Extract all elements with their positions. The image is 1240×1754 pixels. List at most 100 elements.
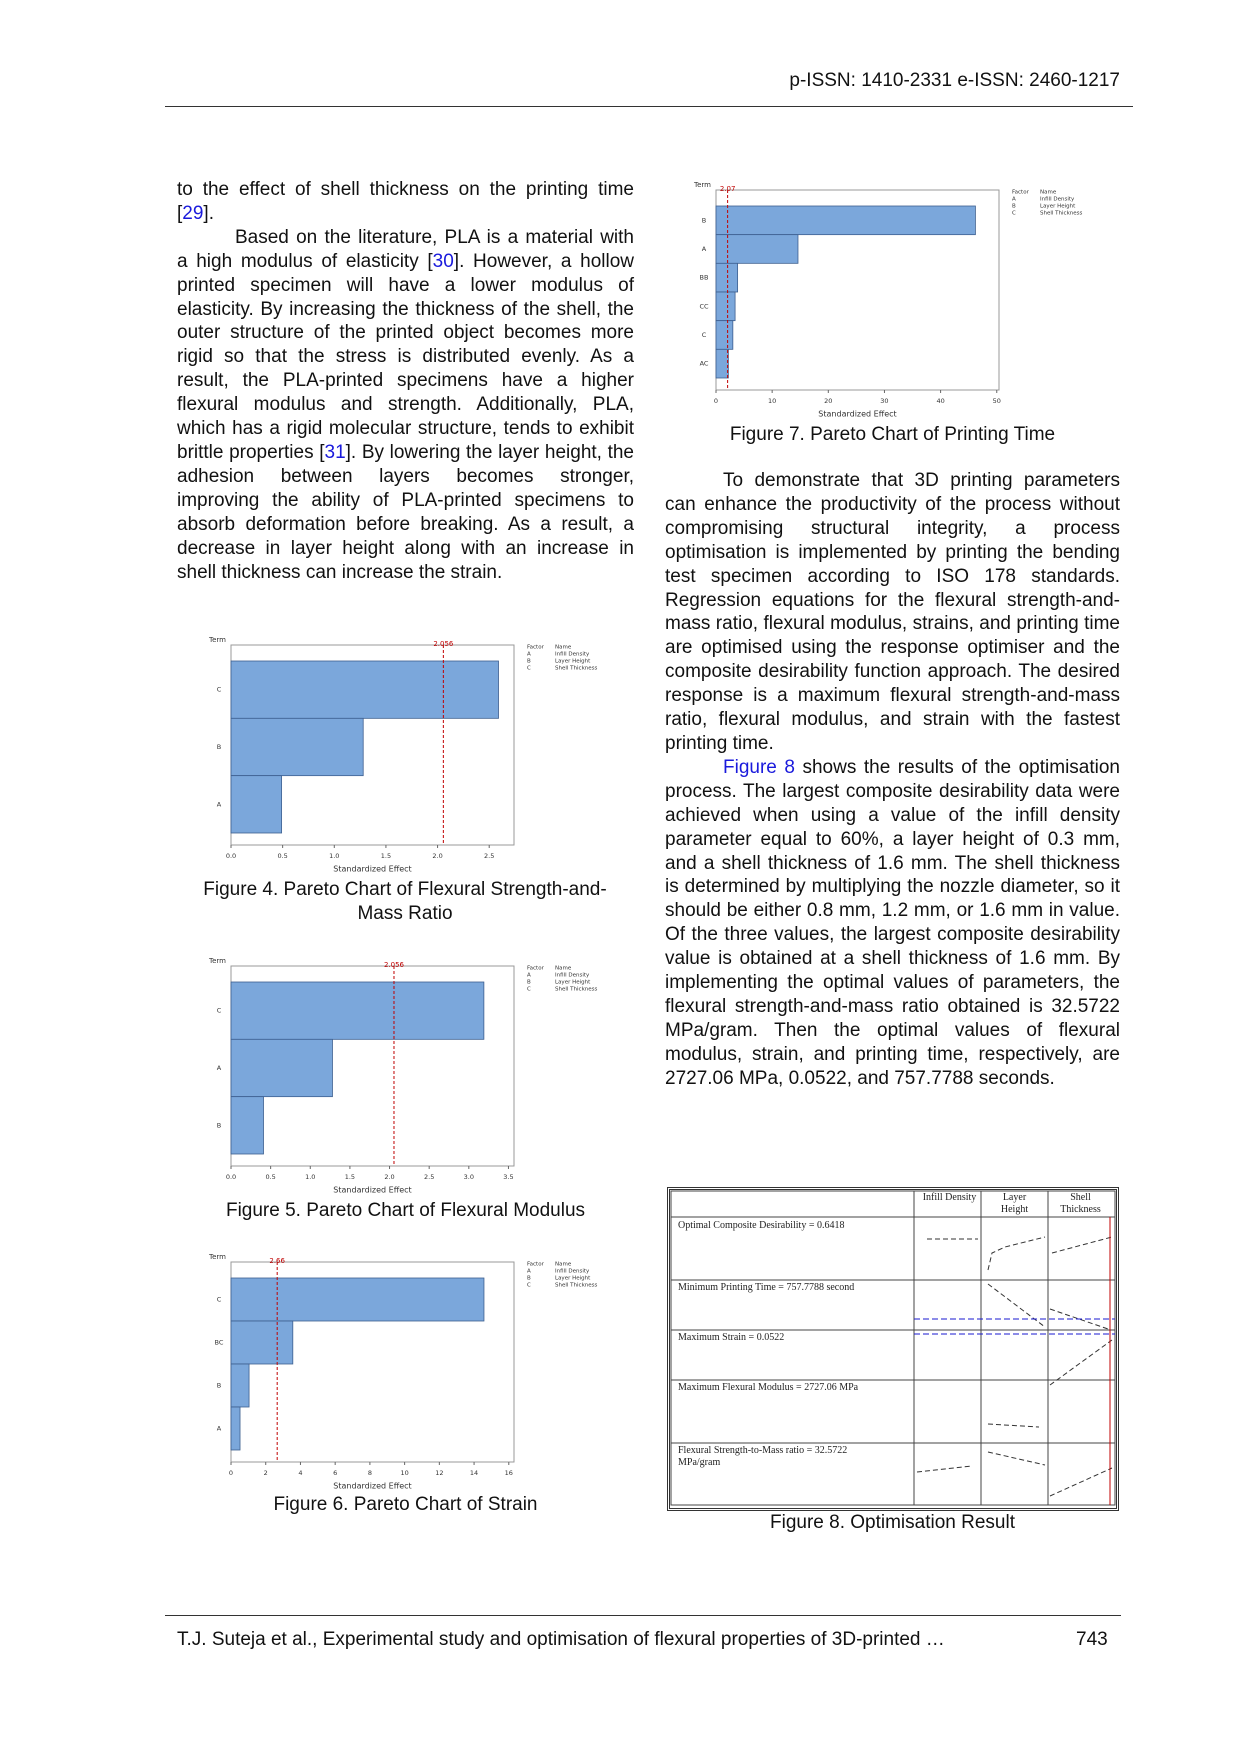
category-label: C — [217, 1296, 222, 1304]
row-label: Optimal Composite Desirability = 0.6418 — [678, 1220, 845, 1231]
category-label: A — [217, 1425, 222, 1433]
paragraph: Figure 8 shows the results of the optimi… — [665, 756, 1120, 1091]
column-header: Shell Thickness — [1060, 1192, 1101, 1215]
figure-caption: Figure 6. Pareto Chart of Strain — [273, 1494, 538, 1515]
issn-header: p-ISSN: 1410-2331 e-ISSN: 2460-1217 — [789, 70, 1120, 91]
legend-entry: A — [1012, 197, 1016, 203]
citation[interactable]: 31 — [324, 441, 346, 463]
y-axis-label: Term — [208, 1253, 226, 1261]
category-label: A — [702, 245, 707, 253]
legend-entry: A — [527, 973, 531, 979]
figure-link[interactable]: Figure 8 — [723, 756, 795, 778]
bar — [230, 660, 499, 719]
paragraph: Based on the literature, PLA is a materi… — [177, 226, 634, 585]
pareto-chart: Term Standardized Effect 0.0 0.5 1.0 1.5 2.0 2.… — [208, 636, 597, 874]
citation[interactable]: 29 — [182, 202, 204, 224]
x-tick-label: 3.0 — [464, 1173, 474, 1181]
response-curve — [987, 1423, 1040, 1428]
x-axis-label: Standardized Effect — [333, 865, 411, 874]
x-tick-label: 50 — [993, 397, 1001, 405]
x-tick-label: 2.5 — [424, 1173, 434, 1181]
bar — [715, 262, 739, 293]
row-label: Flexural Strength-to-Mass ratio = 32.572… — [678, 1445, 848, 1468]
x-tick-label: 8 — [368, 1469, 372, 1477]
x-tick-label: 14 — [470, 1469, 478, 1477]
legend-entry: Layer Height — [1040, 204, 1076, 210]
legend-entry: Infill Density — [1040, 197, 1075, 203]
bar — [230, 1096, 264, 1155]
optimisation-figure: Infill Density Layer Height Shell Thickn… — [667, 1187, 1119, 1511]
category-label: AC — [700, 360, 709, 368]
x-tick-label: 10 — [400, 1469, 408, 1477]
left-column: to the effect of shell thickness on the … — [177, 178, 634, 584]
legend-entry: C — [1012, 211, 1016, 217]
x-tick-label: 6 — [333, 1469, 337, 1477]
bar — [230, 1406, 241, 1451]
response-curve — [1049, 1339, 1113, 1386]
bar — [230, 1038, 333, 1098]
footer-citation: T.J. Suteja et al., Experimental study a… — [177, 1629, 945, 1650]
text: Based on the literature, PLA is a materi… — [177, 226, 634, 272]
footer-rule — [165, 1615, 1121, 1616]
response-curve — [987, 1236, 1046, 1271]
category-label: B — [702, 216, 706, 224]
x-axis-label: Standardized Effect — [333, 1482, 411, 1491]
legend-header: Factor — [527, 966, 545, 972]
legend-entry: Layer Height — [555, 659, 591, 665]
response-curve — [987, 1451, 1046, 1466]
figure-caption: Figure 4. Pareto Chart of Flexural Stren… — [203, 879, 607, 924]
paragraph: To demonstrate that 3D printing paramete… — [665, 469, 1120, 756]
text: ]. However, a hollow printed specimen wi… — [177, 250, 635, 463]
bar — [715, 291, 736, 322]
inner-frame — [670, 1190, 1116, 1506]
legend-header: Name — [555, 966, 572, 972]
category-label: C — [702, 331, 707, 339]
x-tick-label: 40 — [936, 397, 944, 405]
x-tick-label: 12 — [435, 1469, 443, 1477]
legend-entry: Infill Density — [555, 1269, 590, 1275]
x-tick-label: 1.5 — [345, 1173, 355, 1181]
category-label: B — [217, 743, 221, 751]
category-label: B — [217, 1121, 221, 1129]
reference-label: 2.056 — [384, 961, 405, 969]
x-tick-label: 0 — [714, 397, 718, 405]
legend-header: Name — [1040, 190, 1057, 196]
bar — [230, 981, 485, 1040]
category-label: C — [217, 686, 222, 694]
pareto-chart: Term Standardized Effect 0.0 0.5 1.0 1.5 2.0 2.… — [208, 957, 597, 1195]
row-label: Minimum Printing Time = 757.7788 second — [678, 1282, 855, 1293]
x-tick-label: 0.0 — [226, 852, 236, 860]
column-header: Layer Height — [1000, 1192, 1029, 1215]
x-tick-label: 0.5 — [265, 1173, 275, 1181]
text: To demonstrate that 3D printing paramete… — [665, 470, 1120, 754]
response-curve — [1049, 1308, 1109, 1330]
figure-caption: Figure 8. Optimisation Result — [770, 1512, 1015, 1533]
header-rule — [165, 106, 1133, 107]
legend-entry: Infill Density — [555, 652, 590, 658]
legend-entry: Shell Thickness — [1040, 211, 1082, 217]
page-number: 743 — [1076, 1629, 1108, 1650]
text: ]. — [203, 202, 214, 224]
y-axis-label: Term — [208, 636, 226, 644]
row-label: Maximum Flexural Modulus = 2727.06 MPa — [678, 1382, 859, 1393]
legend-header: Factor — [1012, 190, 1030, 196]
x-tick-label: 1.5 — [381, 852, 391, 860]
x-axis-label: Standardized Effect — [818, 410, 896, 419]
citation[interactable]: 30 — [432, 250, 454, 272]
response-curve — [1051, 1236, 1113, 1254]
category-label: C — [217, 1007, 222, 1015]
y-axis-label: Term — [208, 957, 226, 965]
x-tick-label: 10 — [768, 397, 776, 405]
reference-label: 2.056 — [433, 640, 454, 648]
category-label: BC — [215, 1339, 224, 1347]
legend-entry: Infill Density — [555, 973, 590, 979]
legend-entry: B — [1012, 204, 1016, 210]
bar — [230, 1277, 485, 1322]
category-label: A — [217, 1064, 222, 1072]
legend-entry: B — [527, 980, 531, 986]
response-curve — [1049, 1467, 1113, 1497]
category-label: B — [217, 1382, 221, 1390]
